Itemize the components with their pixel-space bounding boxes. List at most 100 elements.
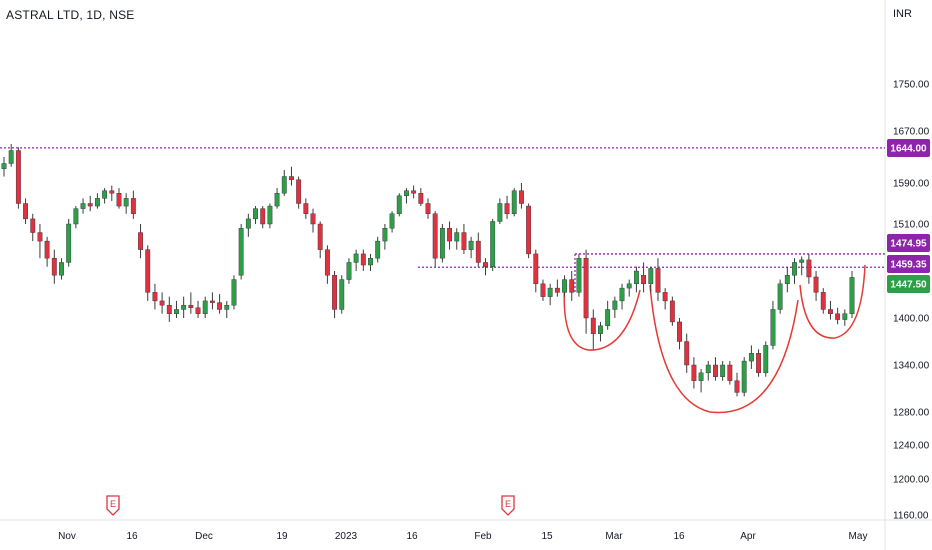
y-tick-label: 1400.00 [893, 314, 930, 325]
candle-body [8, 150, 14, 164]
candle-body [80, 203, 86, 209]
right-shoulder-arc [799, 264, 866, 339]
candle-body [174, 309, 179, 314]
price-tags: 1644.00 1474.95 1459.35 1447.50 [887, 139, 930, 293]
x-tick-label: 16 [406, 531, 418, 542]
candle-body [195, 307, 201, 314]
candle-body [677, 321, 682, 342]
candle-body [641, 275, 647, 285]
candle-body [820, 292, 826, 310]
candle-body [605, 309, 611, 327]
x-tick-label: 16 [673, 531, 685, 542]
candle-body [612, 300, 618, 310]
candle-body [281, 176, 287, 194]
y-tick-label: 1200.00 [893, 475, 930, 486]
candle-body [562, 279, 567, 293]
candle-body [138, 232, 143, 250]
candle-body [116, 193, 122, 207]
x-tick-label: 15 [541, 531, 553, 542]
candle-body [15, 150, 21, 204]
candle-body [274, 193, 280, 207]
candle-body [842, 313, 848, 320]
candle-body [475, 240, 481, 263]
candle-body [626, 283, 632, 289]
candle-body [698, 372, 704, 381]
candle-body [418, 193, 424, 204]
candle-body [741, 360, 747, 393]
candle-body [66, 223, 72, 263]
y-axis: 1750.00 1670.00 1590.00 1510.00 1400.00 1340.… [893, 80, 930, 522]
candle-body [353, 253, 359, 263]
candle-body [619, 287, 625, 302]
candle-body [253, 208, 258, 220]
price-tag-label: 1459.35 [890, 260, 927, 271]
candle-body [468, 240, 474, 250]
candle-body [547, 287, 553, 297]
candle-body [828, 309, 833, 314]
candle-body [576, 257, 582, 293]
candle-body [483, 262, 488, 267]
candle-body [202, 300, 208, 314]
candle-body [217, 302, 223, 310]
candle-body [540, 283, 546, 297]
head-arc [649, 284, 799, 414]
candle-body [734, 380, 740, 393]
candle-body [389, 213, 395, 229]
candle-body [51, 257, 57, 276]
candle-body [806, 259, 812, 278]
candle-body [123, 198, 129, 207]
candle-body [267, 205, 273, 225]
candle-body [346, 262, 352, 280]
x-tick-label: 19 [276, 531, 288, 542]
candle-body [102, 190, 108, 199]
candle-body [799, 259, 805, 263]
candle-body [684, 341, 690, 366]
candle-body [404, 190, 409, 197]
candle-body [145, 249, 151, 293]
candle-body [310, 213, 316, 225]
candle-body [209, 300, 215, 303]
candle-body [432, 213, 438, 259]
candle-body [490, 221, 496, 267]
earnings-flag-icon[interactable] [106, 495, 120, 516]
candle-body [109, 190, 115, 194]
candle-body [598, 325, 603, 334]
candle-body [296, 179, 302, 204]
candle-body [87, 203, 93, 207]
price-tag-label: 1447.50 [890, 280, 927, 291]
level-lines [0, 147, 885, 293]
candle-body [554, 287, 560, 293]
candle-body [1, 163, 7, 169]
candle-body [159, 300, 165, 306]
y-tick-label: 1510.00 [893, 220, 930, 231]
candle-body [748, 353, 754, 362]
candle-body [439, 228, 445, 259]
currency-label: INR [893, 8, 912, 20]
chart-title: ASTRAL LTD, 1D, NSE [6, 8, 135, 22]
price-tag [887, 255, 930, 273]
candle-body [130, 198, 136, 214]
candle-body [518, 190, 524, 204]
y-tick-label: 1160.00 [893, 511, 929, 522]
y-tick-label: 1750.00 [893, 80, 930, 91]
candle-body [461, 232, 467, 250]
candle-body [569, 279, 575, 293]
candle-body [648, 268, 654, 285]
candle-body [188, 304, 194, 308]
candle-body [447, 228, 452, 242]
price-tag [887, 275, 930, 293]
left-shoulder-arc [563, 279, 641, 351]
earnings-flag-icon[interactable] [501, 495, 515, 516]
candle-body [332, 275, 338, 310]
candle-body [411, 190, 417, 194]
x-tick-label: 2023 [335, 531, 358, 542]
candle-body [813, 276, 819, 293]
price-tag-label: 1474.95 [890, 239, 927, 250]
y-tick-label: 1280.00 [893, 408, 930, 419]
price-tag [887, 234, 930, 252]
candle-body [835, 313, 841, 320]
candle-body [777, 283, 783, 310]
candle-body [720, 364, 726, 377]
